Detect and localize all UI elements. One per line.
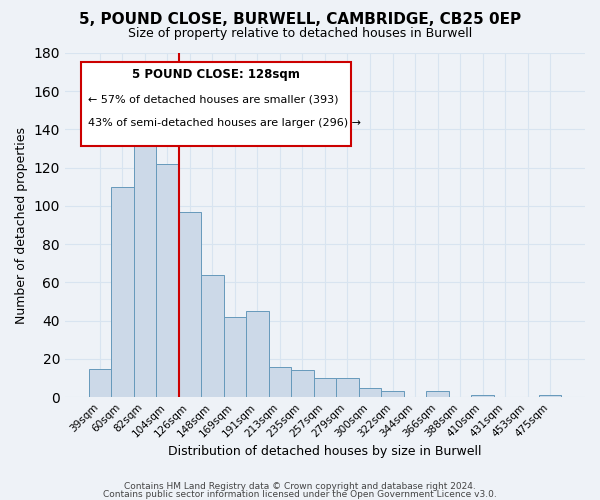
Bar <box>156 164 179 397</box>
Text: 43% of semi-detached houses are larger (296) →: 43% of semi-detached houses are larger (… <box>88 118 361 128</box>
Bar <box>224 317 246 397</box>
Text: Contains public sector information licensed under the Open Government Licence v3: Contains public sector information licen… <box>103 490 497 499</box>
Text: Size of property relative to detached houses in Burwell: Size of property relative to detached ho… <box>128 28 472 40</box>
Bar <box>472 396 494 397</box>
Bar <box>539 396 562 397</box>
Text: 5, POUND CLOSE, BURWELL, CAMBRIDGE, CB25 0EP: 5, POUND CLOSE, BURWELL, CAMBRIDGE, CB25… <box>79 12 521 28</box>
Bar <box>359 388 381 397</box>
Bar <box>381 392 404 397</box>
FancyBboxPatch shape <box>80 62 351 146</box>
Bar <box>314 378 336 397</box>
Bar <box>201 275 224 397</box>
X-axis label: Distribution of detached houses by size in Burwell: Distribution of detached houses by size … <box>168 444 482 458</box>
Bar <box>291 370 314 397</box>
Bar <box>336 378 359 397</box>
Bar <box>111 187 134 397</box>
Bar <box>179 212 201 397</box>
Text: 5 POUND CLOSE: 128sqm: 5 POUND CLOSE: 128sqm <box>132 68 299 82</box>
Text: Contains HM Land Registry data © Crown copyright and database right 2024.: Contains HM Land Registry data © Crown c… <box>124 482 476 491</box>
Bar <box>134 130 156 397</box>
Bar <box>246 311 269 397</box>
Bar <box>269 366 291 397</box>
Y-axis label: Number of detached properties: Number of detached properties <box>15 126 28 324</box>
Bar <box>89 368 111 397</box>
Bar <box>426 392 449 397</box>
Text: ← 57% of detached houses are smaller (393): ← 57% of detached houses are smaller (39… <box>88 94 339 104</box>
